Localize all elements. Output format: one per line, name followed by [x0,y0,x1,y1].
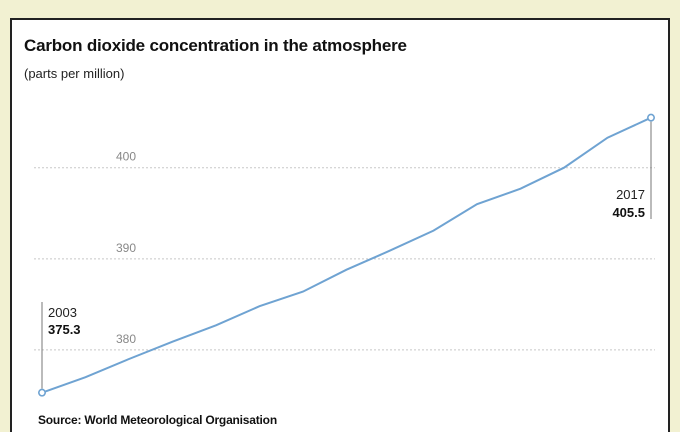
annotation-end-value: 405.5 [612,205,645,220]
point-start [37,388,46,397]
y-tick-labels: 380 390 400 [116,150,136,346]
series-line-co2 [41,116,652,394]
annotation-start-value: 375.3 [48,322,81,337]
annotation-start-year: 2003 [48,305,77,320]
chart-subtitle: (parts per million) [24,66,125,81]
y-tick-label-400: 400 [116,150,136,164]
chart-title: Carbon dioxide concentration in the atmo… [24,36,407,55]
annotation-markers [41,121,652,389]
endpoint-markers [37,113,655,397]
gridlines [34,167,655,351]
y-tick-label-380: 380 [116,332,136,346]
y-tick-label-390: 390 [116,241,136,255]
annotation-end-year: 2017 [616,187,645,202]
chart-source: Source: World Meteorological Organisatio… [38,413,277,427]
endpoint-annotations: 2003 375.3 2017 405.5 [48,187,645,337]
point-end [646,113,655,122]
